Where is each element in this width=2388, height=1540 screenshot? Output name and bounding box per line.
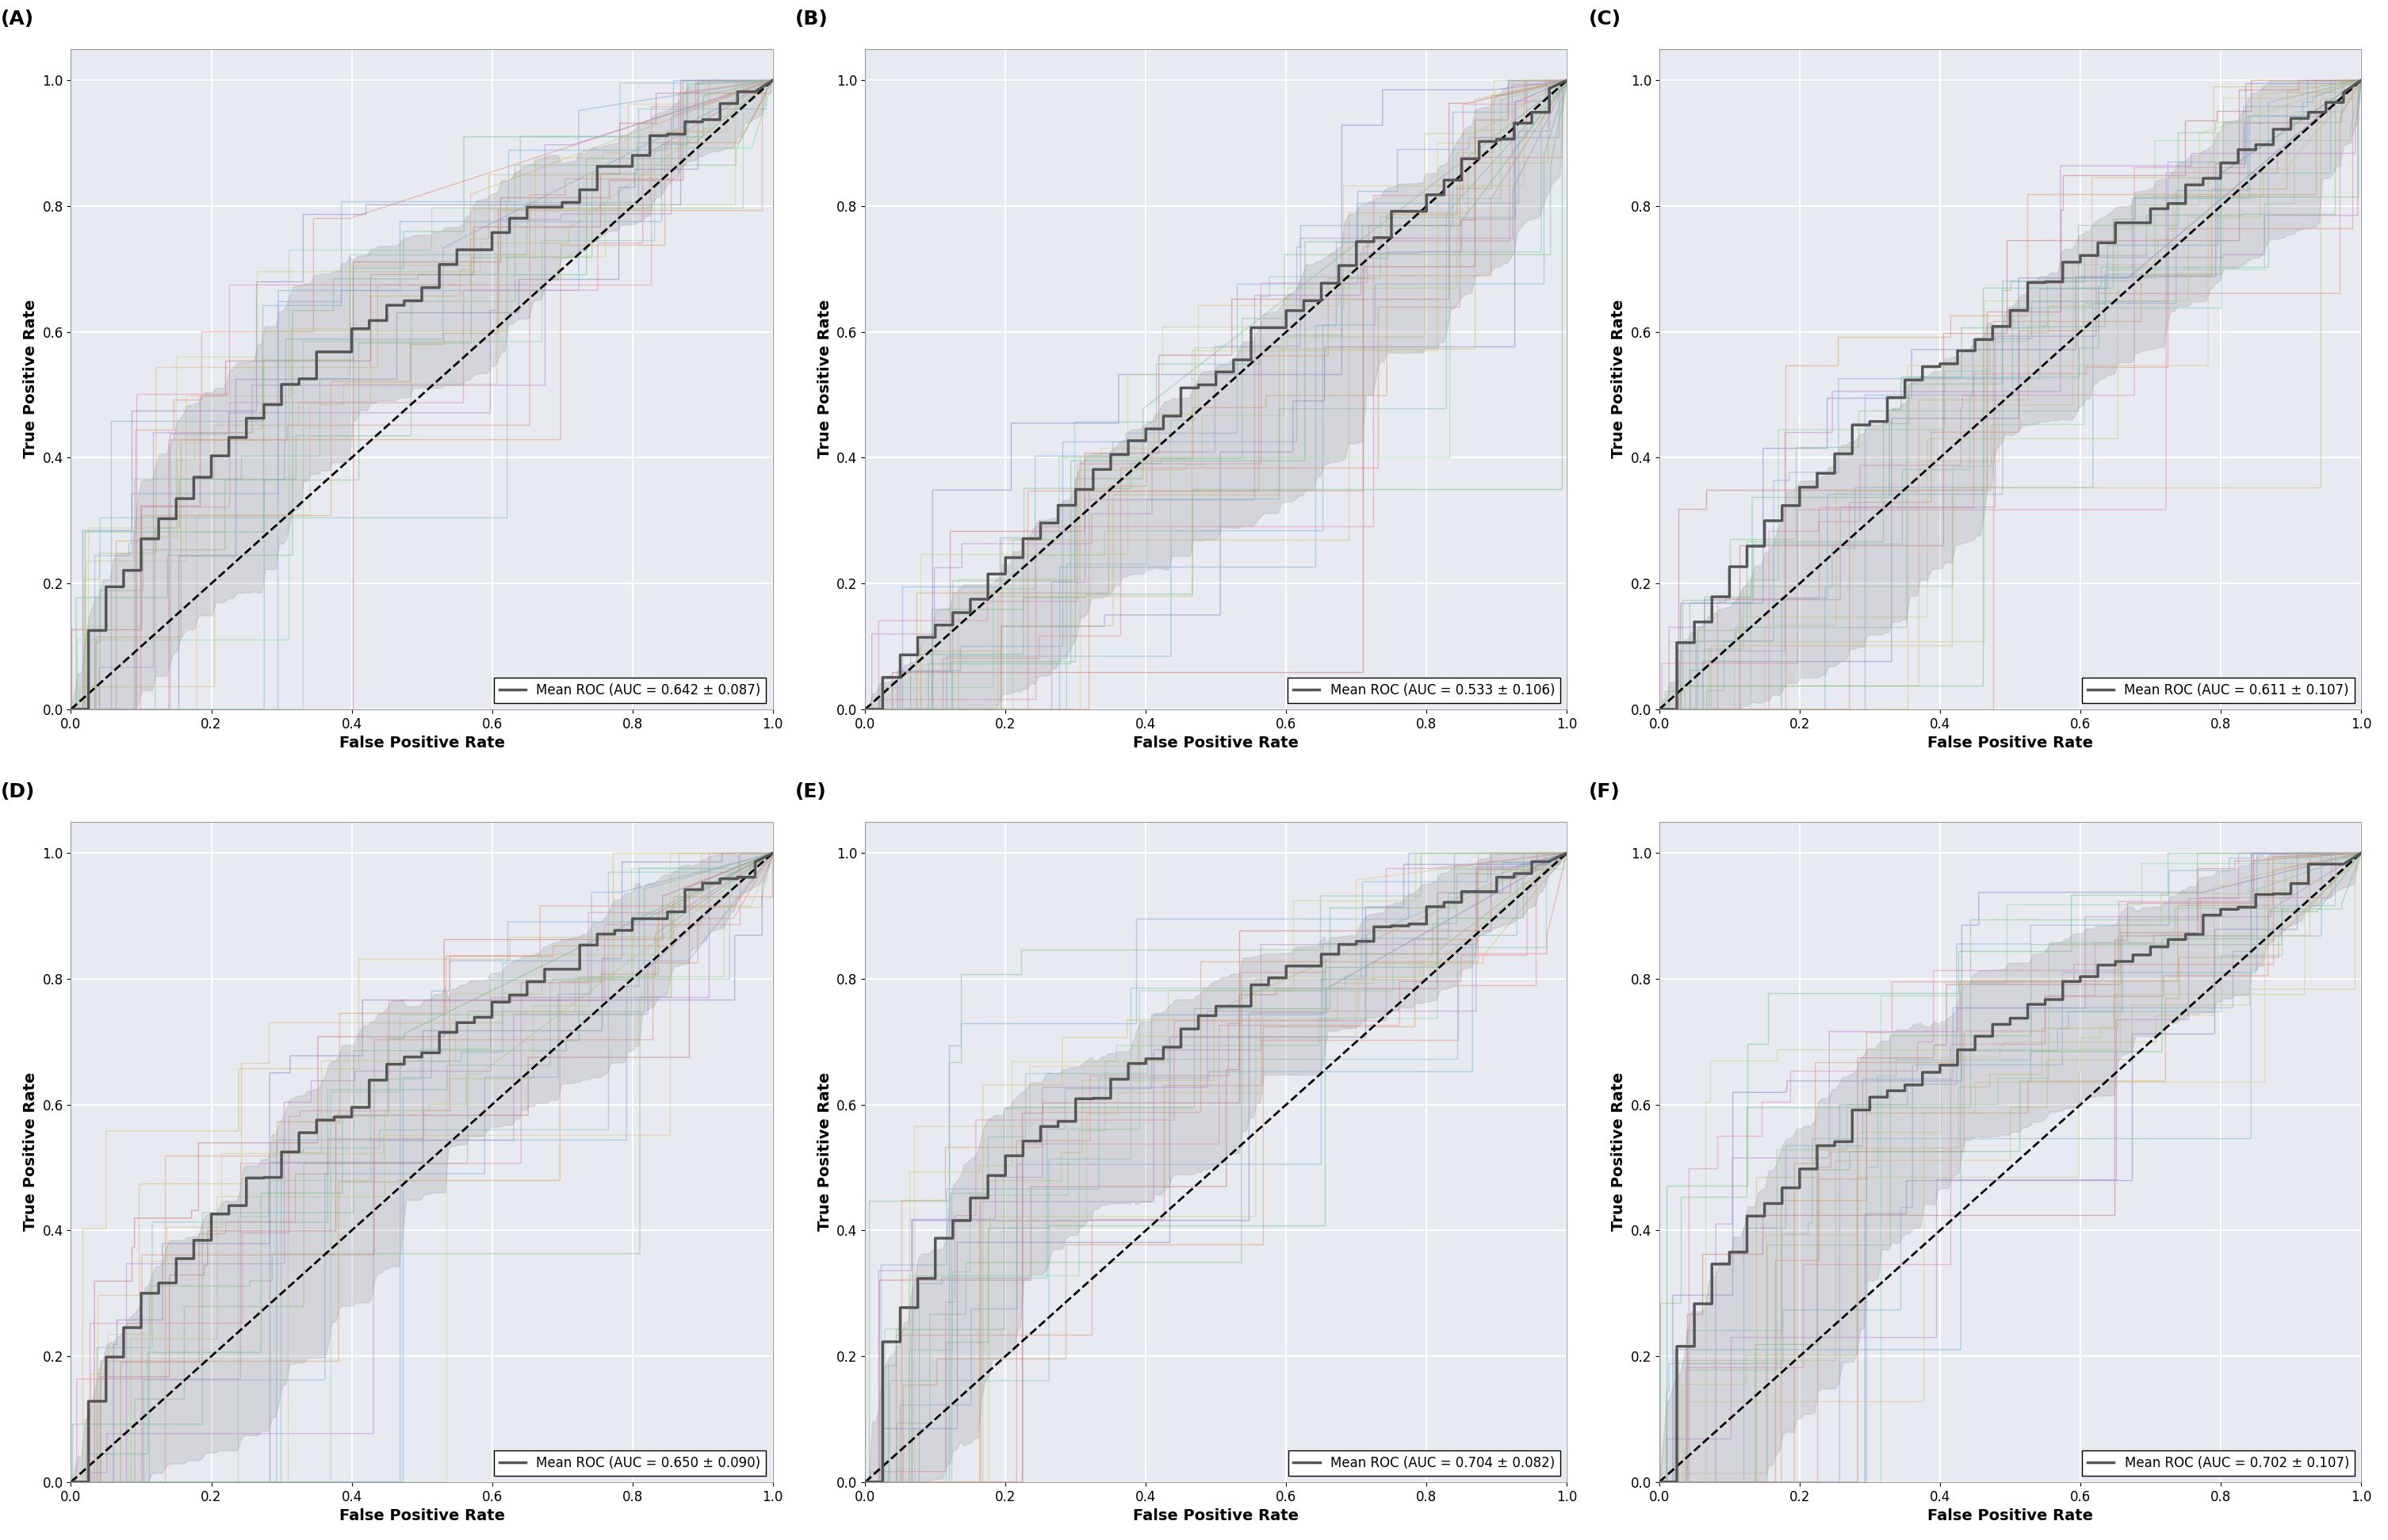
Legend: Mean ROC (AUC = 0.642 ± 0.087): Mean ROC (AUC = 0.642 ± 0.087) xyxy=(494,678,767,702)
Legend: Mean ROC (AUC = 0.611 ± 0.107): Mean ROC (AUC = 0.611 ± 0.107) xyxy=(2082,678,2355,702)
Text: (F): (F) xyxy=(1588,782,1621,801)
X-axis label: False Positive Rate: False Positive Rate xyxy=(1134,736,1299,750)
X-axis label: False Positive Rate: False Positive Rate xyxy=(339,1508,504,1523)
Text: (D): (D) xyxy=(0,782,36,801)
Text: (A): (A) xyxy=(0,9,33,28)
X-axis label: False Positive Rate: False Positive Rate xyxy=(1927,1508,2092,1523)
Y-axis label: True Positive Rate: True Positive Rate xyxy=(24,300,38,459)
Text: (C): (C) xyxy=(1588,9,1621,28)
Y-axis label: True Positive Rate: True Positive Rate xyxy=(1612,300,1626,459)
Legend: Mean ROC (AUC = 0.650 ± 0.090): Mean ROC (AUC = 0.650 ± 0.090) xyxy=(494,1451,767,1475)
Legend: Mean ROC (AUC = 0.704 ± 0.082): Mean ROC (AUC = 0.704 ± 0.082) xyxy=(1287,1451,1559,1475)
Y-axis label: True Positive Rate: True Positive Rate xyxy=(817,300,831,459)
Text: (B): (B) xyxy=(795,9,829,28)
Text: (E): (E) xyxy=(795,782,826,801)
Legend: Mean ROC (AUC = 0.533 ± 0.106): Mean ROC (AUC = 0.533 ± 0.106) xyxy=(1287,678,1559,702)
X-axis label: False Positive Rate: False Positive Rate xyxy=(1134,1508,1299,1523)
X-axis label: False Positive Rate: False Positive Rate xyxy=(1927,736,2092,750)
Y-axis label: True Positive Rate: True Positive Rate xyxy=(1612,1072,1626,1232)
X-axis label: False Positive Rate: False Positive Rate xyxy=(339,736,504,750)
Y-axis label: True Positive Rate: True Positive Rate xyxy=(817,1072,831,1232)
Y-axis label: True Positive Rate: True Positive Rate xyxy=(24,1072,38,1232)
Legend: Mean ROC (AUC = 0.702 ± 0.107): Mean ROC (AUC = 0.702 ± 0.107) xyxy=(2082,1451,2355,1475)
